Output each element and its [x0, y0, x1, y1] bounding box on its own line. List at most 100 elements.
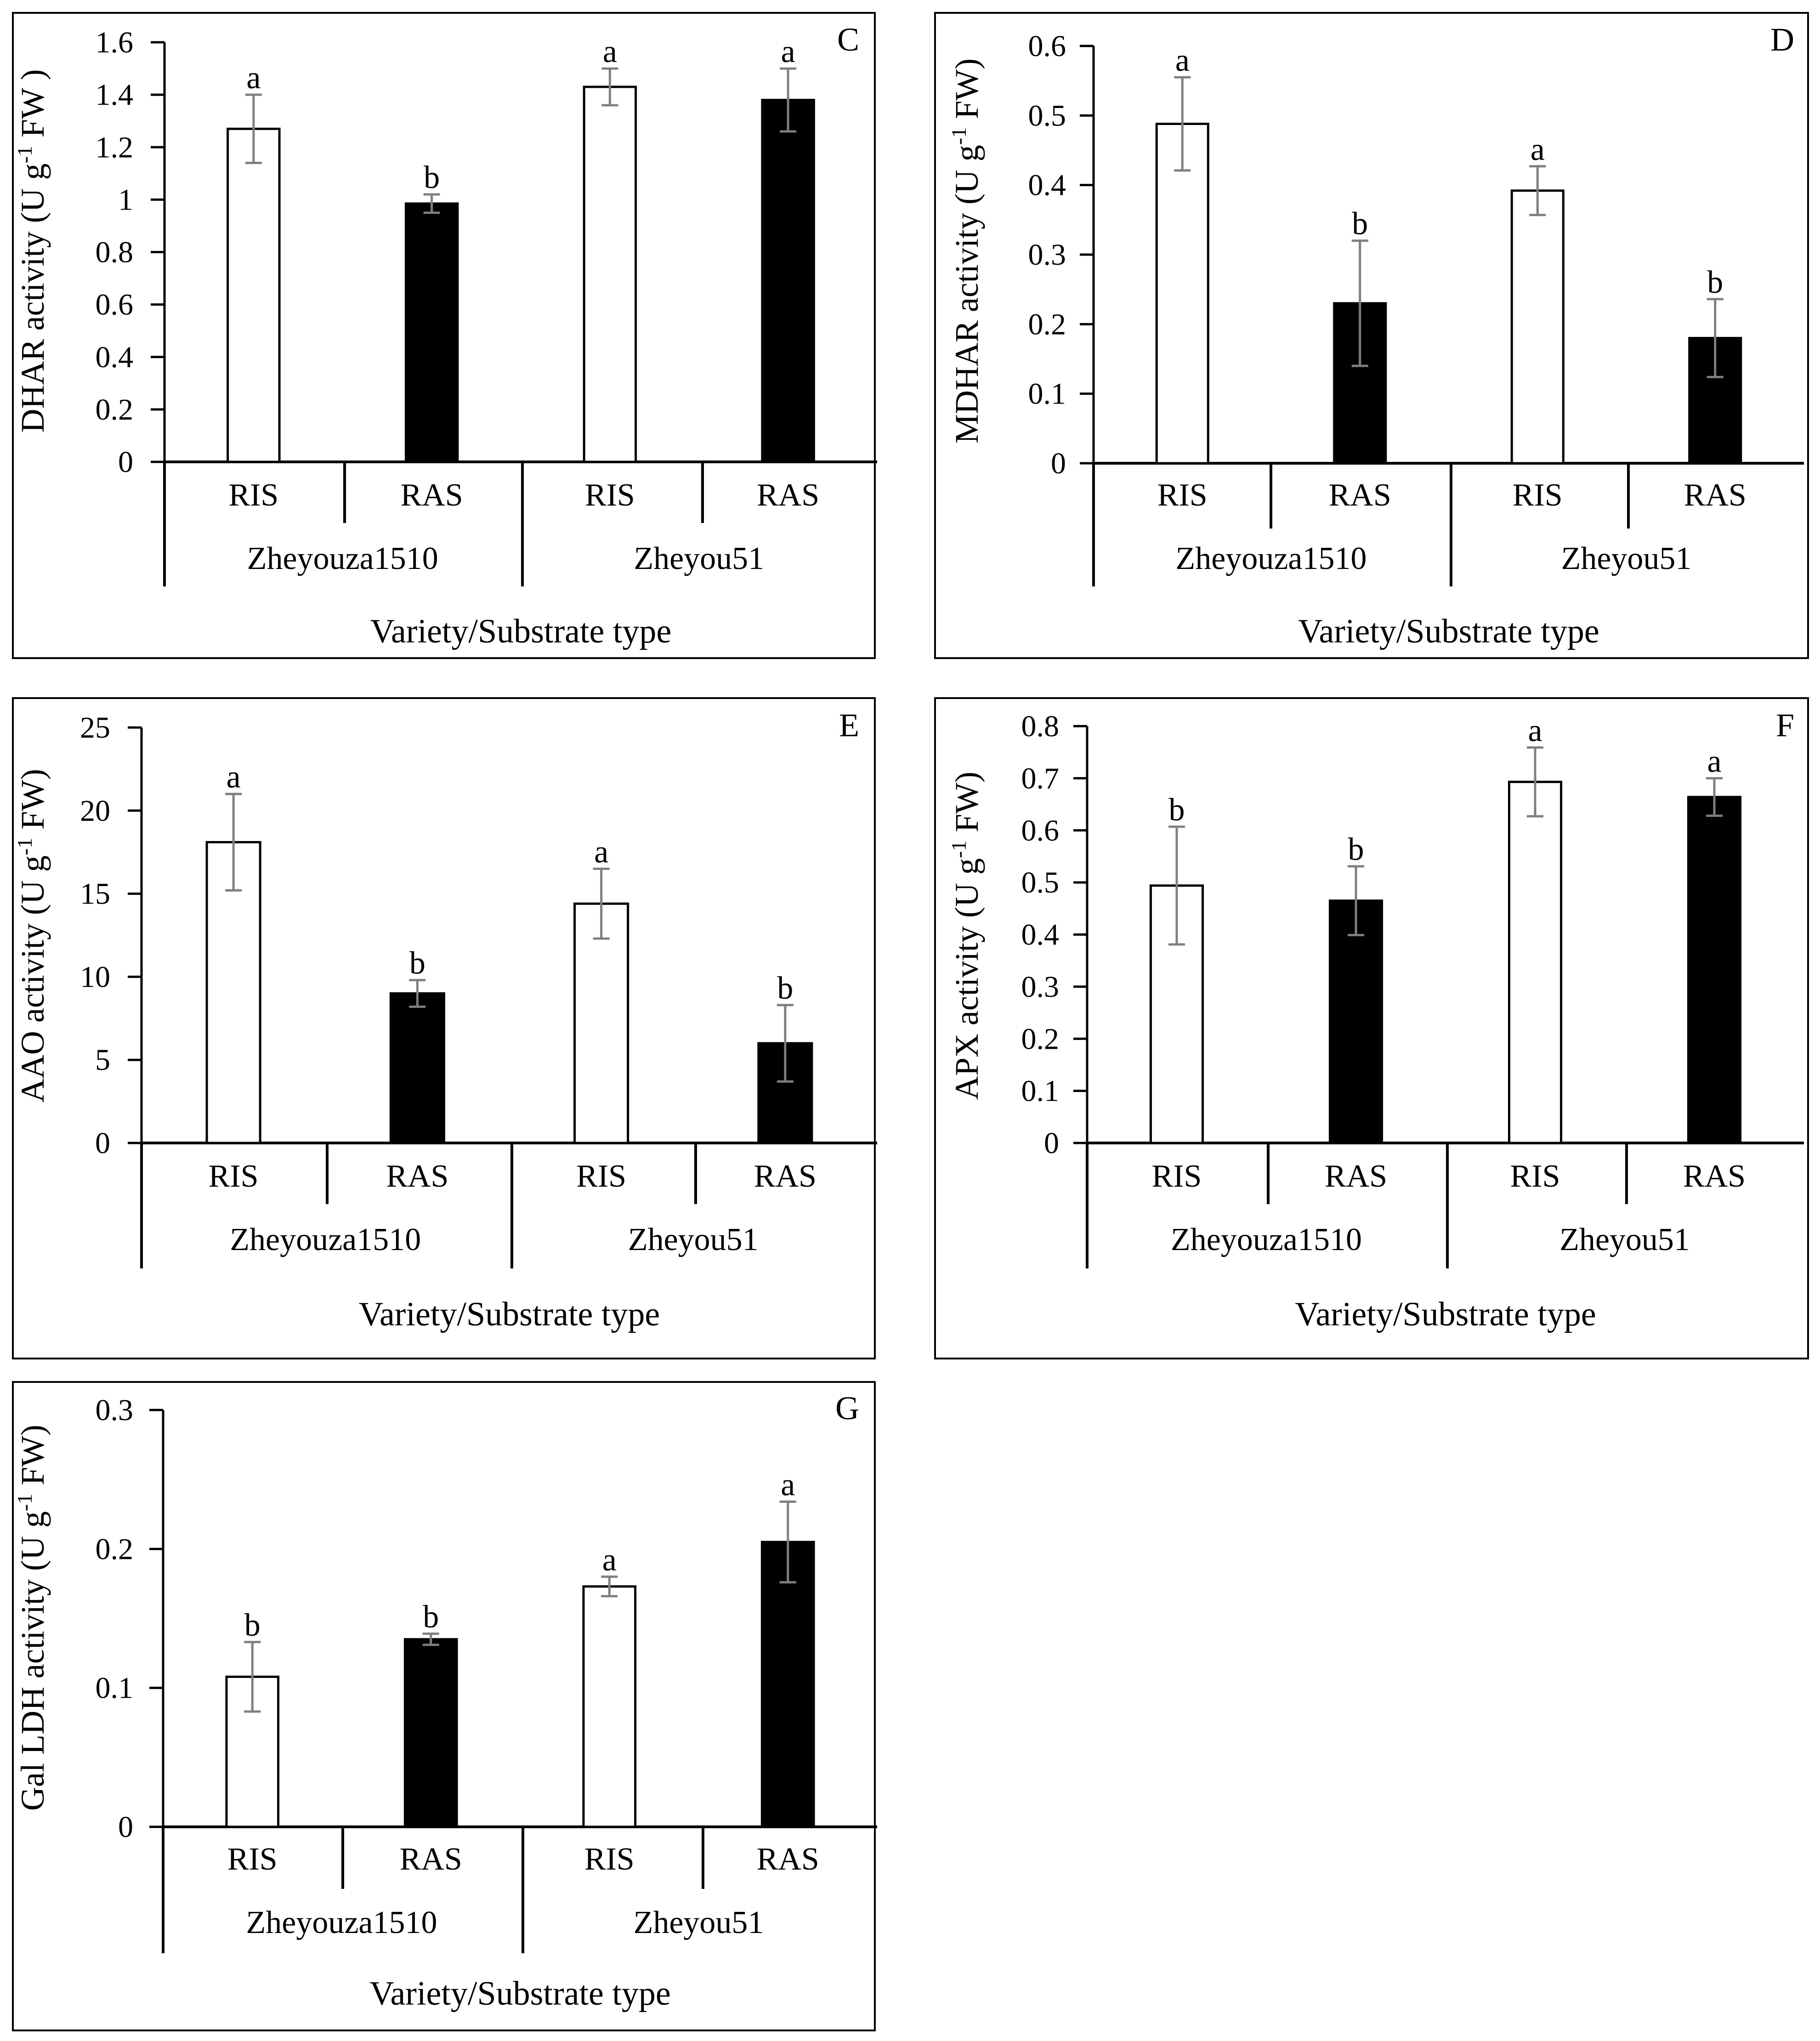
y-axis-title-main: AAO activity (U g	[14, 855, 51, 1103]
y-tick-label: 0.7	[1021, 762, 1060, 795]
y-axis-title: DHAR activity (U g-1 FW )	[13, 69, 51, 433]
y-tick-label: 0.2	[1021, 1022, 1060, 1056]
significance-letter: b	[1707, 265, 1723, 300]
panel-border	[934, 697, 1809, 1359]
significance-letter: b	[777, 971, 793, 1006]
x-category-label: RAS	[386, 1159, 448, 1194]
x-axis-title: Variety/Substrate type	[359, 1296, 660, 1333]
significance-letter: a	[1175, 43, 1190, 78]
significance-letter: a	[602, 1542, 617, 1578]
panel-border	[12, 1381, 876, 2031]
y-tick-label: 0.3	[96, 1393, 134, 1427]
y-axis-title-main: DHAR activity (U g	[14, 164, 51, 433]
significance-letter: a	[781, 1467, 795, 1503]
x-category-label: RIS	[1513, 478, 1563, 513]
x-category-label: RAS	[401, 478, 463, 513]
y-axis-title-superscript: -1	[13, 146, 36, 163]
x-category-label: RAS	[757, 478, 819, 513]
x-group-label: Zheyou51	[634, 541, 764, 576]
x-axis-title: Variety/Substrate type	[369, 1975, 671, 2013]
y-tick-label: 0	[118, 445, 133, 479]
x-category-label: RIS	[1157, 478, 1208, 513]
significance-letter: a	[594, 834, 608, 870]
y-tick-label: 1	[118, 183, 133, 216]
y-tick-label: 0.4	[1028, 169, 1066, 202]
y-tick-label: 0.2	[1028, 307, 1066, 341]
y-axis-title-main: APX activity (U g	[948, 858, 985, 1100]
y-tick-label: 0.4	[1021, 918, 1060, 952]
bar-ras	[404, 202, 459, 463]
y-tick-label: 1.4	[96, 78, 134, 112]
significance-letter: b	[409, 946, 425, 981]
y-tick-label: 0	[1051, 447, 1066, 480]
bar-ras	[761, 99, 815, 463]
x-axis-title: Variety/Substrate type	[370, 613, 672, 650]
bar-ris	[1155, 122, 1209, 465]
x-group-label: Zheyou51	[634, 1905, 764, 1940]
x-category-label: RAS	[400, 1842, 462, 1877]
bar-ris	[582, 1585, 637, 1828]
significance-letter: b	[1352, 206, 1368, 242]
chart-panel-g: 0 0.1 0.2 0.3 b RIS b RAS a RIS a RAS Zheyouza1510 Zh…	[12, 1381, 877, 2031]
y-tick-label: 0.5	[1028, 99, 1066, 132]
y-tick-label: 0.3	[1021, 970, 1060, 1004]
x-category-label: RIS	[227, 1842, 278, 1877]
significance-letter: a	[781, 34, 795, 69]
y-tick-label: 0.1	[1021, 1075, 1060, 1108]
significance-letter: a	[1707, 744, 1721, 779]
significance-letter: a	[603, 34, 617, 69]
y-tick-label: 20	[80, 794, 110, 828]
significance-letter: b	[423, 1599, 439, 1635]
y-tick-label: 0.5	[1021, 866, 1060, 899]
x-category-label: RIS	[1510, 1159, 1560, 1194]
x-group-label: Zheyouza1510	[1171, 1222, 1362, 1257]
y-axis-title-superscript: -1	[947, 841, 970, 858]
bar-ras	[760, 1541, 815, 1828]
bar-ris	[583, 85, 637, 463]
x-axis-title: Variety/Substrate type	[1295, 1296, 1596, 1333]
bar-ras	[1328, 899, 1383, 1144]
x-category-label: RAS	[1329, 478, 1391, 513]
bar-ras	[1687, 796, 1742, 1144]
significance-letter: a	[227, 760, 241, 795]
x-category-label: RAS	[1325, 1159, 1387, 1194]
bar-ris	[1510, 189, 1565, 465]
y-tick-label: 0.1	[1028, 377, 1066, 411]
bar-ras	[403, 1638, 458, 1828]
significance-letter: b	[424, 160, 440, 195]
x-group-label: Zheyou51	[1561, 541, 1692, 576]
x-category-label: RAS	[1684, 478, 1746, 513]
chart-panel-d: 0 0.1 0.2 0.3 0.4 0.5 0.6 a RIS b RAS a RIS b RAS Zheyo…	[934, 12, 1809, 659]
x-group-label: Zheyou51	[1559, 1222, 1690, 1257]
y-axis-title-superscript: -1	[947, 127, 970, 145]
panel-letter: E	[839, 707, 859, 744]
y-tick-label: 0.8	[1021, 710, 1060, 743]
y-axis-title-unit: FW)	[948, 772, 985, 841]
bar-ris	[227, 127, 281, 463]
y-tick-label: 5	[95, 1043, 110, 1077]
x-category-label: RAS	[1683, 1159, 1746, 1194]
y-tick-label: 0.3	[1028, 238, 1066, 272]
y-tick-label: 0.6	[1028, 29, 1066, 63]
x-category-label: RAS	[754, 1159, 816, 1194]
chart-panel-c: 0 0.2 0.4 0.6 0.8 1 1.2 1.4 1.6 a RIS b RAS a RIS a RAS Z…	[12, 12, 877, 659]
bar-ris	[205, 841, 261, 1144]
panel-border	[12, 12, 876, 659]
y-axis-title: MDHAR activity (U g-1 FW)	[947, 58, 985, 443]
y-tick-label: 0.2	[96, 1532, 134, 1566]
y-tick-label: 0	[95, 1126, 110, 1160]
x-category-label: RIS	[228, 478, 278, 513]
x-category-label: RIS	[585, 478, 635, 513]
y-tick-label: 1.2	[96, 131, 134, 164]
bar-ris	[1508, 780, 1563, 1144]
y-axis-title-unit: FW)	[948, 58, 985, 127]
y-tick-label: 0.4	[96, 341, 134, 374]
y-tick-label: 0.6	[96, 288, 134, 322]
y-tick-label: 25	[80, 711, 110, 745]
chart-panel-f: 0 0.1 0.2 0.3 0.4 0.5 0.6 0.7 0.8 b RIS b RAS a RIS a RA…	[934, 697, 1809, 1359]
y-tick-label: 15	[80, 877, 110, 911]
y-axis-title: Gal LDH activity (U g-1 FW)	[13, 1425, 51, 1811]
y-axis-title-unit: FW)	[14, 1425, 51, 1494]
y-axis-title-superscript: -1	[13, 838, 36, 855]
